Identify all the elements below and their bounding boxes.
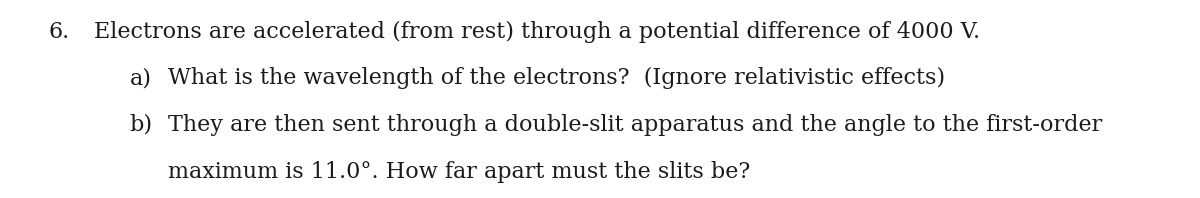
Text: a): a) xyxy=(130,67,151,89)
Text: Electrons are accelerated (from rest) through a potential difference of 4000 V.: Electrons are accelerated (from rest) th… xyxy=(94,21,979,43)
Text: They are then sent through a double-slit apparatus and the angle to the first-or: They are then sent through a double-slit… xyxy=(168,114,1103,136)
Text: maximum is 11.0°. How far apart must the slits be?: maximum is 11.0°. How far apart must the… xyxy=(168,161,750,183)
Text: What is the wavelength of the electrons?  (Ignore relativistic effects): What is the wavelength of the electrons?… xyxy=(168,67,946,89)
Text: b): b) xyxy=(130,114,152,136)
Text: 6.: 6. xyxy=(48,21,70,43)
